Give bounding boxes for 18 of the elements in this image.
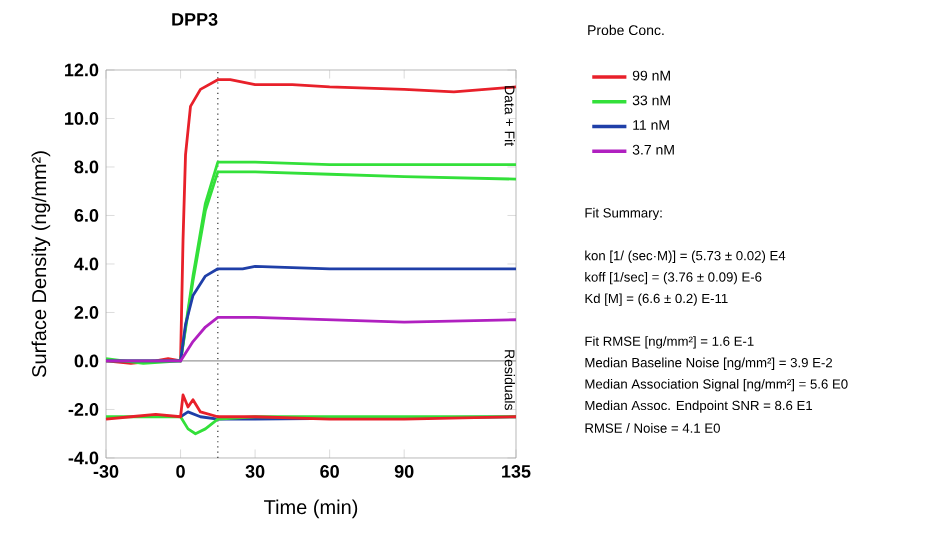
x-tick-label: 0 [176,465,185,478]
x-axis-title: Time (min) [264,499,358,519]
y-tick-label: 2.0 [74,306,99,319]
y-tick-label: -4.0 [68,451,99,465]
y-tick-label: 4.0 [74,257,99,271]
x-tick-label: 30 [245,465,265,478]
y-tick-label: 6.0 [74,209,99,222]
x-tick-label: 135 [502,465,531,478]
x-tick-label: -30 [93,465,119,478]
y-tick-label: 0.0 [74,354,99,368]
y-tick-label: 10.0 [65,112,99,125]
x-tick-label: 60 [320,465,339,478]
y-tick-label: 12.0 [65,63,99,77]
y-tick-label: -2.0 [68,403,99,416]
y-tick-label: 8.0 [74,160,99,174]
chart-title: DPP3 [172,13,218,26]
y-axis-title: Surface Density (ng/mm²) [31,151,51,377]
x-tick-label: 90 [394,465,414,478]
